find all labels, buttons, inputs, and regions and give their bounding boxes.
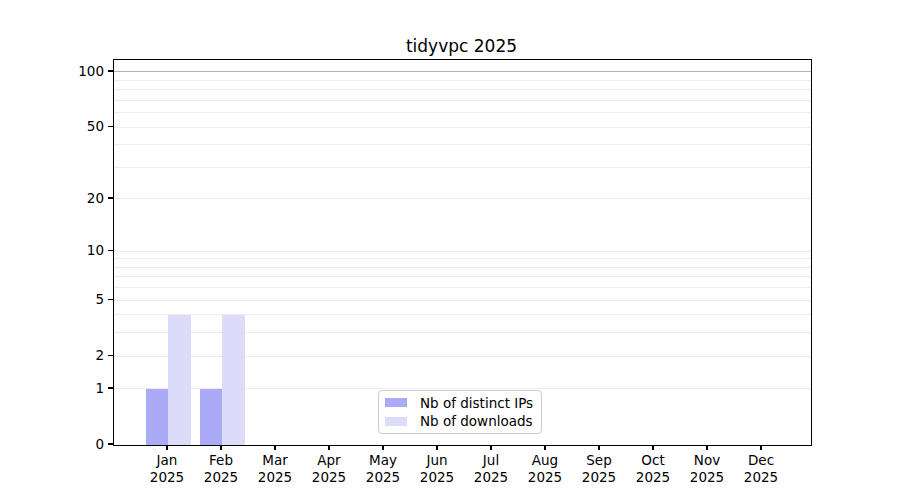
y-tick-mark [108,250,113,251]
gridline-minor [114,127,811,128]
y-tick-label: 5 [60,290,104,308]
y-tick-label: 50 [60,117,104,135]
x-tick-sublabel: 2025 [191,469,251,486]
y-tick-label: 10 [60,241,104,259]
x-tick-mark [544,445,545,450]
gridline-minor [114,356,811,357]
x-tick-label-jul: Jul2025 [461,452,521,486]
x-tick-mark [220,445,221,450]
x-tick-label-mar: Mar2025 [245,452,305,486]
bar-downloads-feb [222,315,245,445]
x-tick-label-feb: Feb2025 [191,452,251,486]
x-tick-sublabel: 2025 [407,469,467,486]
x-tick-label-nov: Nov2025 [677,452,737,486]
x-tick-mark [490,445,491,450]
gridline-minor [114,112,811,113]
gridline-minor [114,167,811,168]
plot-area [113,59,812,446]
x-tick-mark [166,445,167,450]
gridline-minor [114,258,811,259]
x-tick-sublabel: 2025 [299,469,359,486]
y-tick-label: 2 [60,346,104,364]
gridline-major [114,71,811,72]
x-tick-sublabel: 2025 [245,469,305,486]
y-tick-label: 100 [60,62,104,80]
x-tick-label-apr: Apr2025 [299,452,359,486]
gridline-minor [114,144,811,145]
x-tick-mark [436,445,437,450]
x-tick-mark [598,445,599,450]
x-tick-label-dec: Dec2025 [731,452,791,486]
legend: Nb of distinct IPs Nb of downloads [378,390,542,434]
x-tick-mark [382,445,383,450]
x-tick-sublabel: 2025 [137,469,197,486]
y-tick-label: 20 [60,189,104,207]
gridline-minor [114,251,811,252]
x-tick-label-jan: Jan2025 [137,452,197,486]
y-tick-label: 0 [60,435,104,453]
legend-item-distinct-ips: Nb of distinct IPs [385,395,537,411]
y-tick-mark [108,197,113,198]
bar-distinct-ips-jan [146,389,169,445]
bar-downloads-jan [168,315,191,445]
x-tick-sublabel: 2025 [731,469,791,486]
legend-swatch-distinct-ips [385,398,407,407]
x-tick-label-oct: Oct2025 [623,452,683,486]
gridline-minor [114,287,811,288]
x-tick-mark [706,445,707,450]
y-tick-mark [108,443,113,444]
y-tick-mark [108,126,113,127]
x-tick-mark [274,445,275,450]
x-tick-label-sep: Sep2025 [569,452,629,486]
x-tick-label-may: May2025 [353,452,413,486]
x-tick-sublabel: 2025 [353,469,413,486]
gridline-minor [114,267,811,268]
legend-label-downloads: Nb of downloads [420,413,533,429]
x-tick-sublabel: 2025 [677,469,737,486]
x-tick-sublabel: 2025 [515,469,575,486]
legend-swatch-downloads [385,417,407,426]
gridline-minor [114,198,811,199]
figure: tidyvpc 2025 0 1 2 5 10 20 50 100 Jan2025Feb202… [0,0,900,500]
legend-item-downloads: Nb of downloads [385,413,537,429]
y-tick-mark [108,299,113,300]
x-tick-label-aug: Aug2025 [515,452,575,486]
y-tick-mark [108,355,113,356]
gridline-minor [114,314,811,315]
gridline-minor [114,300,811,301]
y-tick-mark [108,70,113,71]
y-tick-mark [108,387,113,388]
gridline-minor [114,80,811,81]
x-tick-label-jun: Jun2025 [407,452,467,486]
x-tick-sublabel: 2025 [569,469,629,486]
bar-distinct-ips-feb [200,389,223,445]
legend-label-distinct-ips: Nb of distinct IPs [420,395,533,411]
gridline-minor [114,276,811,277]
x-tick-sublabel: 2025 [623,469,683,486]
y-tick-label: 1 [60,379,104,397]
chart-title: tidyvpc 2025 [113,36,810,56]
x-tick-sublabel: 2025 [461,469,521,486]
gridline-minor [114,100,811,101]
gridline-minor [114,89,811,90]
x-tick-mark [652,445,653,450]
gridline-minor [114,332,811,333]
x-tick-mark [328,445,329,450]
x-tick-mark [760,445,761,450]
